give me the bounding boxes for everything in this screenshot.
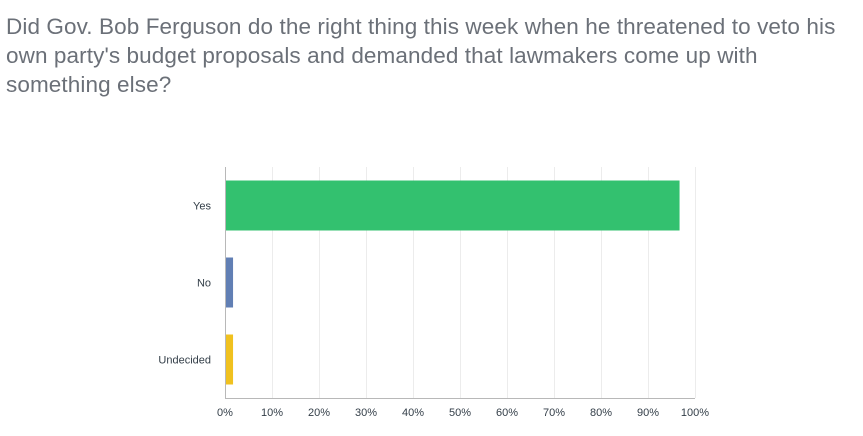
x-tick-label: 50% — [449, 407, 471, 419]
category-labels: Yes No Undecided — [158, 201, 211, 367]
category-label: No — [197, 278, 211, 290]
x-tick-label: 60% — [496, 407, 518, 419]
x-tick-label: 0% — [217, 407, 233, 419]
x-tick-label: 40% — [402, 407, 424, 419]
question-title: Did Gov. Bob Ferguson do the right thing… — [6, 14, 836, 97]
x-tick-label: 80% — [590, 407, 612, 419]
category-label: Yes — [193, 201, 211, 213]
x-tick-label: 70% — [543, 407, 565, 419]
x-tick-labels: 0% 10% 20% 30% 40% 50% 60% 70% 80% 90% 100% — [217, 407, 709, 419]
x-tick-label: 100% — [681, 407, 709, 419]
x-tick-label: 20% — [308, 407, 330, 419]
bar-no — [226, 257, 234, 308]
x-tick-label: 30% — [355, 407, 377, 419]
bar-yes — [226, 180, 680, 231]
category-label: Undecided — [158, 355, 211, 367]
bar-undecided — [226, 334, 234, 385]
x-tick-label: 90% — [637, 407, 659, 419]
x-tick-label: 10% — [261, 407, 283, 419]
bars — [226, 180, 680, 385]
axes — [225, 167, 695, 399]
